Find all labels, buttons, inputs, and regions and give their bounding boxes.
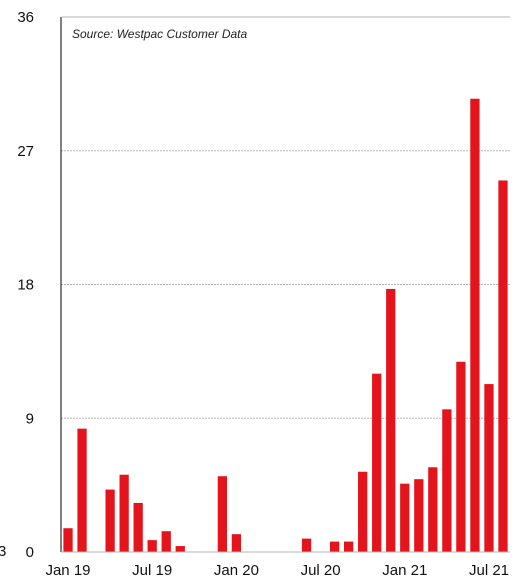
bars <box>63 98 508 553</box>
x-tick-label-jan-21: Jan 21 <box>382 562 427 579</box>
bar-apr-21 <box>442 409 452 552</box>
y-tick-labels: 0 9 18 27 36 <box>17 9 34 561</box>
x-tick-label-jan-19: Jan 19 <box>45 562 90 579</box>
bar-feb-19 <box>77 428 87 552</box>
bar-mar-21 <box>428 467 438 552</box>
bar-jul-21 <box>484 384 494 552</box>
x-tick-labels: Jan 19 Jul 19 Jan 20 Jul 20 Jan 21 Jul 21 <box>45 562 509 579</box>
bar-jan-20 <box>231 534 242 552</box>
bar-oct-20 <box>358 471 368 552</box>
bar-may-19 <box>119 474 129 552</box>
bar-jun-20 <box>301 538 312 553</box>
bar-jun-19 <box>133 502 143 552</box>
x-tick-label-jul-21: Jul 21 <box>469 562 509 579</box>
bar-apr-19 <box>105 489 115 552</box>
bar-dec-19 <box>217 476 227 552</box>
bar-feb-21 <box>414 479 424 552</box>
bar-nov-20 <box>372 373 382 552</box>
bar-aug-19 <box>161 531 171 552</box>
x-tick-label-jan-20: Jan 20 <box>214 562 259 579</box>
x-tick-label-jul-20: Jul 20 <box>301 562 341 579</box>
x-tick-label-jul-19: Jul 19 <box>132 562 172 579</box>
bar-may-21 <box>456 361 466 552</box>
y-tick-label-27: 27 <box>17 143 34 160</box>
bar-jan-19 <box>63 528 73 552</box>
y-tick-label-0: 0 <box>26 544 34 561</box>
bar-jan-21 <box>400 483 410 552</box>
y-tick-label-18: 18 <box>17 277 34 294</box>
source-annotation: Source: Westpac Customer Data <box>72 27 248 41</box>
gridlines <box>61 150 510 419</box>
y-tick-label-36: 36 <box>17 9 34 26</box>
bar-jul-19 <box>147 540 157 552</box>
edge-tick-label: 3 <box>0 543 6 560</box>
bar-sep-20 <box>344 541 354 552</box>
bar-sep-19 <box>175 546 185 552</box>
bar-jun-21 <box>470 98 480 553</box>
y-tick-label-9: 9 <box>26 410 34 427</box>
bar-aug-21 <box>498 180 508 552</box>
bar-dec-20 <box>386 288 396 552</box>
bar-aug-20 <box>329 541 340 552</box>
